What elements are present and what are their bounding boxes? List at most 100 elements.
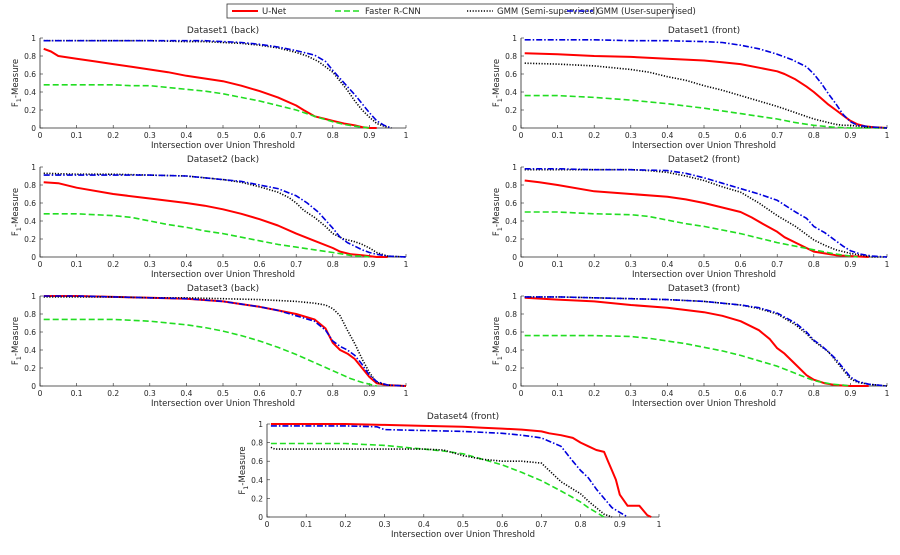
x-tick-label: 0.8 — [327, 260, 339, 269]
y-tick-label: 0 — [31, 253, 36, 262]
y-tick-label: 0.6 — [505, 70, 517, 79]
x-tick-label: 0.3 — [144, 389, 156, 398]
y-tick-label: 0 — [512, 382, 517, 391]
series-line-faster-r-cnn — [524, 334, 851, 387]
x-tick-label: 0 — [38, 260, 43, 269]
legend: U-Net Faster R-CNN GMM (Semi-supervised)GM… — [226, 3, 696, 19]
x-axis-label: Intersection over Union Threshold — [632, 399, 776, 409]
x-tick-label: 0.1 — [71, 260, 83, 269]
y-tick-label: 0.6 — [24, 199, 36, 208]
y-tick-label: 0.8 — [251, 439, 263, 448]
x-tick-label: 0.3 — [625, 389, 637, 398]
y-tick-label: 0 — [31, 382, 36, 391]
y-tick-label: 1 — [512, 163, 517, 172]
x-tick-label: 0.7 — [771, 260, 783, 269]
y-tick-label: 0.2 — [505, 364, 517, 373]
x-tick-label: 0.4 — [661, 389, 673, 398]
y-tick-label: 0.2 — [24, 106, 36, 115]
x-tick-label: 0.5 — [217, 260, 229, 269]
x-tick-label: 0.2 — [339, 520, 351, 529]
x-tick-label: 0.4 — [180, 389, 192, 398]
x-tick-label: 0 — [519, 260, 524, 269]
x-axis-label: Intersection over Union Threshold — [632, 141, 776, 151]
series-line-u-net — [524, 179, 869, 258]
series-line-u-net — [43, 295, 407, 387]
x-axis-label: Intersection over Union Threshold — [151, 399, 295, 409]
y-tick-label: 0.4 — [251, 476, 263, 485]
y-tick-label: 0.6 — [24, 328, 36, 337]
y-tick-label: 0.4 — [24, 88, 36, 97]
subplot: Dataset4 (front) 0 0.1 0.2 0.3 0.4 0.5 0.6 0.7 0.… — [238, 412, 662, 540]
x-tick-label: 0.3 — [144, 131, 156, 140]
x-tick-label: 0.1 — [300, 520, 312, 529]
y-tick-label: 0.6 — [24, 70, 36, 79]
subplot: Dataset2 (back) 0 0.1 0.2 0.3 0.4 0.5 0.6 0.7 0.8… — [11, 155, 409, 280]
x-tick-label: 0.3 — [144, 260, 156, 269]
x-tick-label: 0.9 — [363, 131, 375, 140]
subplot: Dataset3 (front) 0 0.1 0.2 0.3 0.4 0.5 0.6 0.7 0.… — [492, 284, 890, 409]
series-line-u-net — [270, 423, 652, 518]
subplot: Dataset1 (front) 0 0.1 0.2 0.3 0.4 0.5 0.6 0.7 0.… — [492, 26, 890, 151]
x-tick-label: 0.5 — [698, 389, 710, 398]
subplot-grid: Dataset1 (back) 0 0.1 0.2 0.3 0.4 0.5 0.6 0.7 0.8… — [11, 26, 890, 540]
series-line-faster-r-cnn — [524, 211, 858, 258]
series-line-gmm-semi-supervised — [524, 62, 888, 129]
x-tick-label: 0.5 — [217, 389, 229, 398]
y-tick-label: 0.2 — [505, 235, 517, 244]
series-line-gmm-user-supervised — [43, 174, 407, 258]
subplot-title: Dataset3 (front) — [668, 284, 740, 294]
subplot-title: Dataset4 (front) — [427, 412, 499, 422]
x-tick-label: 0.7 — [771, 131, 783, 140]
legend-entry: GMM (User-supervised) — [567, 7, 696, 17]
series-line-gmm-semi-supervised — [43, 296, 407, 387]
legend-entry: U-Net — [232, 7, 287, 17]
subplot: Dataset2 (front) 0 0.1 0.2 0.3 0.4 0.5 0.6 0.7 0.… — [492, 155, 890, 280]
x-tick-label: 0.6 — [735, 131, 747, 140]
x-tick-label: 0.9 — [363, 260, 375, 269]
y-tick-label: 0.2 — [505, 106, 517, 115]
x-tick-label: 0.1 — [552, 260, 564, 269]
series-line-gmm-semi-supervised — [524, 296, 888, 387]
x-tick-label: 0.7 — [535, 520, 547, 529]
y-tick-label: 0.6 — [505, 199, 517, 208]
x-tick-label: 0.4 — [180, 260, 192, 269]
x-tick-label: 0.9 — [844, 131, 856, 140]
x-tick-label: 0.2 — [588, 131, 600, 140]
x-tick-label: 0.4 — [661, 260, 673, 269]
y-tick-label: 0.4 — [505, 88, 517, 97]
series-line-gmm-user-supervised — [524, 296, 888, 387]
x-tick-label: 0.5 — [698, 260, 710, 269]
x-tick-label: 0.1 — [71, 131, 83, 140]
x-tick-label: 0.7 — [290, 389, 302, 398]
axis-lines — [39, 296, 406, 387]
x-tick-label: 0 — [265, 520, 270, 529]
legend-label: GMM (User-supervised) — [597, 7, 696, 17]
y-tick-label: 0 — [258, 513, 263, 522]
x-tick-label: 0.3 — [625, 260, 637, 269]
x-tick-label: 1 — [404, 389, 409, 398]
series-line-faster-r-cnn — [43, 213, 370, 258]
x-tick-label: 0.3 — [379, 520, 391, 529]
x-tick-label: 0.6 — [254, 131, 266, 140]
x-tick-label: 0.8 — [327, 389, 339, 398]
legend-label: U-Net — [262, 7, 287, 17]
subplot-title: Dataset3 (back) — [187, 284, 259, 294]
y-tick-label: 1 — [512, 292, 517, 301]
y-tick-label: 0.8 — [24, 310, 36, 319]
x-tick-label: 1 — [404, 260, 409, 269]
legend-entry: GMM (Semi-supervised) — [467, 7, 598, 17]
x-tick-label: 0.4 — [418, 520, 430, 529]
x-tick-label: 0.4 — [180, 131, 192, 140]
series-line-gmm-user-supervised — [43, 39, 392, 129]
axis-lines — [39, 167, 406, 258]
x-tick-label: 1 — [885, 389, 890, 398]
axis-lines — [266, 424, 659, 518]
x-tick-label: 0 — [38, 131, 43, 140]
x-tick-label: 0.8 — [808, 131, 820, 140]
x-tick-label: 0.9 — [844, 389, 856, 398]
legend-box — [226, 3, 674, 19]
series-line-gmm-user-supervised — [524, 168, 888, 258]
y-tick-label: 0.8 — [505, 52, 517, 61]
series-line-gmm-semi-supervised — [270, 446, 613, 518]
